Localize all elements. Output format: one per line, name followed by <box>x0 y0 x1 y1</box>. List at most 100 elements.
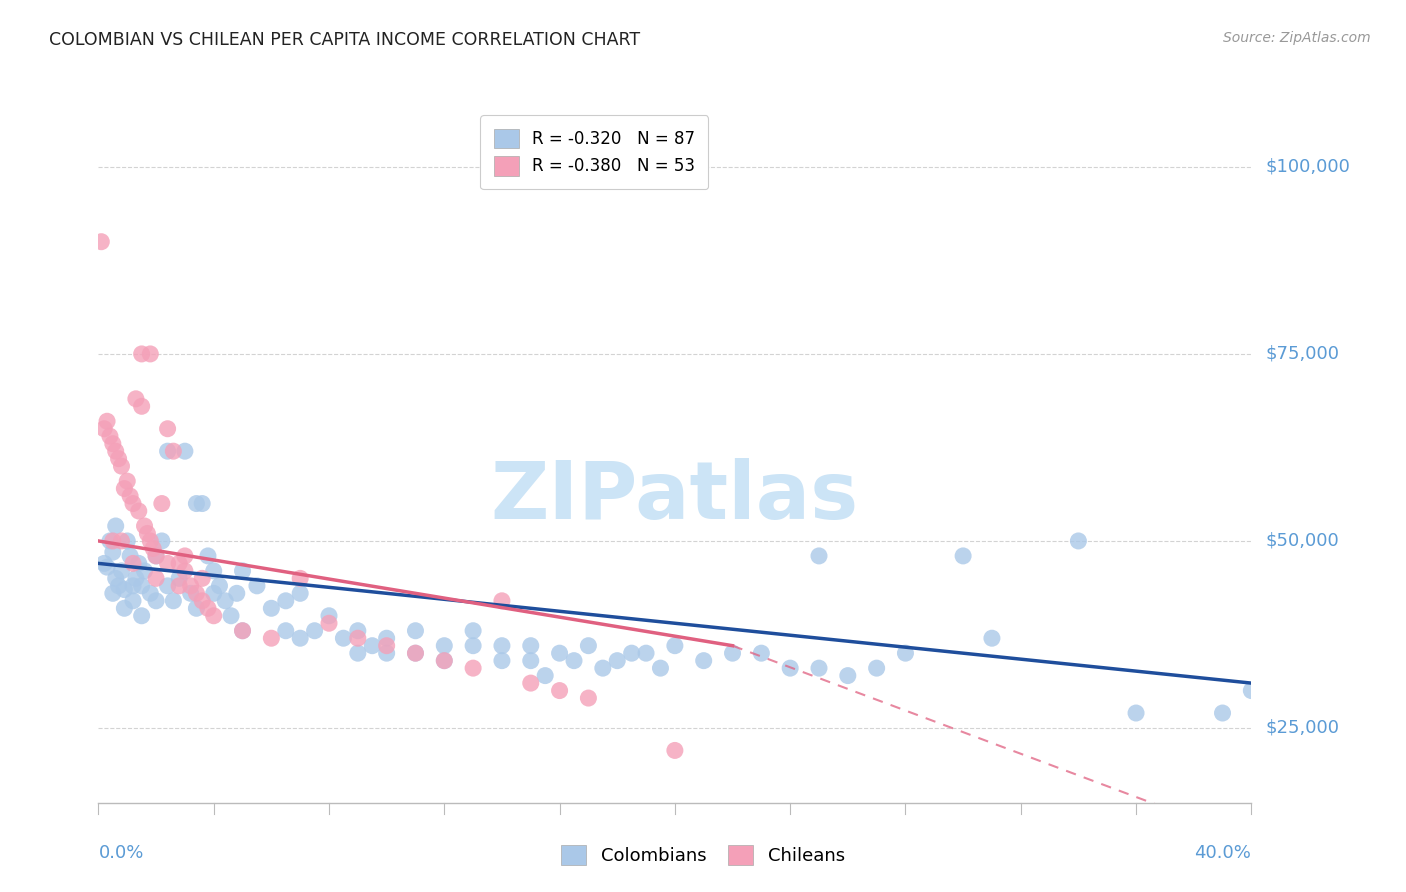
Point <box>491 639 513 653</box>
Point <box>491 594 513 608</box>
Point <box>104 519 127 533</box>
Point <box>548 646 571 660</box>
Point <box>578 639 600 653</box>
Point <box>191 571 214 585</box>
Point <box>304 624 326 638</box>
Point <box>136 526 159 541</box>
Point <box>180 579 202 593</box>
Point <box>197 601 219 615</box>
Point <box>202 608 225 623</box>
Point <box>110 533 132 548</box>
Point <box>981 631 1004 645</box>
Point <box>139 586 162 600</box>
Point <box>346 624 368 638</box>
Point <box>405 646 427 660</box>
Point <box>214 594 236 608</box>
Point <box>562 654 585 668</box>
Point <box>231 624 254 638</box>
Point <box>461 624 484 638</box>
Point <box>807 549 830 563</box>
Point <box>104 444 127 458</box>
Point <box>107 579 129 593</box>
Point <box>125 392 148 406</box>
Point <box>290 571 312 585</box>
Point <box>837 668 859 682</box>
Point <box>174 564 197 578</box>
Legend: Colombians, Chileans: Colombians, Chileans <box>554 838 852 872</box>
Point <box>433 654 456 668</box>
Point <box>167 557 190 571</box>
Point <box>142 541 165 556</box>
Point <box>290 586 312 600</box>
Point <box>104 571 127 585</box>
Point <box>131 579 153 593</box>
Point <box>134 564 156 578</box>
Legend: R = -0.320   N = 87, R = -0.380   N = 53: R = -0.320 N = 87, R = -0.380 N = 53 <box>481 115 709 189</box>
Point <box>548 683 571 698</box>
Point <box>186 497 208 511</box>
Point <box>346 646 368 660</box>
Point <box>1212 706 1234 720</box>
Point <box>405 624 427 638</box>
Point <box>96 414 118 428</box>
Point <box>318 608 340 623</box>
Point <box>375 646 398 660</box>
Point <box>110 564 132 578</box>
Point <box>693 654 716 668</box>
Point <box>139 533 162 548</box>
Point <box>145 549 167 563</box>
Point <box>122 497 145 511</box>
Point <box>779 661 801 675</box>
Point <box>260 631 283 645</box>
Point <box>405 646 427 660</box>
Point <box>131 347 153 361</box>
Point <box>592 661 614 675</box>
Point <box>332 631 354 645</box>
Point <box>952 549 974 563</box>
Point <box>145 571 167 585</box>
Point <box>751 646 773 660</box>
Point <box>131 608 153 623</box>
Point <box>1125 706 1147 720</box>
Point <box>375 639 398 653</box>
Point <box>433 654 456 668</box>
Point <box>180 586 202 600</box>
Point <box>650 661 672 675</box>
Point <box>208 579 231 593</box>
Point <box>620 646 643 660</box>
Point <box>807 661 830 675</box>
Point <box>107 451 129 466</box>
Point <box>125 571 148 585</box>
Point <box>150 533 173 548</box>
Point <box>156 422 179 436</box>
Point <box>112 582 135 597</box>
Point <box>145 594 167 608</box>
Point <box>636 646 658 660</box>
Point <box>290 631 312 645</box>
Point <box>112 482 135 496</box>
Point <box>219 608 242 623</box>
Point <box>162 594 184 608</box>
Point <box>520 639 543 653</box>
Point <box>202 564 225 578</box>
Point <box>246 579 269 593</box>
Point <box>122 594 145 608</box>
Point <box>120 549 142 563</box>
Point <box>721 646 744 660</box>
Point <box>274 594 297 608</box>
Point <box>162 444 184 458</box>
Point <box>520 676 543 690</box>
Text: 40.0%: 40.0% <box>1195 844 1251 862</box>
Point <box>101 586 124 600</box>
Text: Source: ZipAtlas.com: Source: ZipAtlas.com <box>1223 31 1371 45</box>
Point <box>128 557 150 571</box>
Point <box>191 497 214 511</box>
Text: ZIPatlas: ZIPatlas <box>491 458 859 536</box>
Point <box>167 579 190 593</box>
Point <box>128 504 150 518</box>
Point <box>260 601 283 615</box>
Point <box>101 545 124 559</box>
Point <box>156 444 179 458</box>
Point <box>894 646 917 660</box>
Text: $25,000: $25,000 <box>1265 719 1340 737</box>
